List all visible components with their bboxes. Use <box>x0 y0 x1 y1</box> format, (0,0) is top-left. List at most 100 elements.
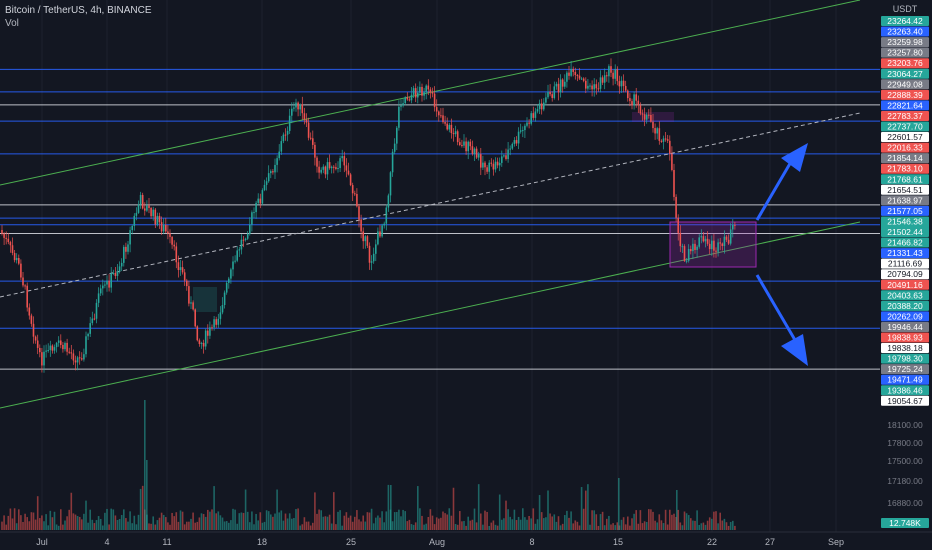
volume-bar <box>725 522 728 530</box>
volume-bar <box>423 524 425 530</box>
volume-bar <box>723 518 726 530</box>
volume-bar <box>498 494 501 530</box>
volume-bar <box>358 519 360 530</box>
candle-body <box>223 292 226 306</box>
candle-body <box>368 245 371 263</box>
volume-bar <box>381 511 383 530</box>
volume-bar <box>272 516 274 530</box>
candle-body <box>635 94 637 101</box>
price-label-text: 21116.69 <box>888 259 922 269</box>
candle-body <box>196 326 199 341</box>
volume-bar <box>557 516 560 530</box>
candle-body <box>723 236 726 247</box>
volume-bar <box>320 510 322 530</box>
price-label-bg <box>881 153 929 164</box>
volume-bar <box>81 519 83 530</box>
candle-body <box>219 312 222 319</box>
candle-body <box>578 75 581 79</box>
candle-body <box>91 318 94 324</box>
candle-body <box>135 212 138 216</box>
candle-body <box>129 230 131 245</box>
candle-body <box>475 148 478 158</box>
volume-bar <box>555 521 558 530</box>
volume-bar <box>335 524 337 530</box>
candle-body <box>429 89 432 92</box>
candle-body <box>471 146 474 154</box>
candle-body <box>335 167 337 169</box>
candle-body <box>339 158 341 169</box>
volume-bar <box>20 515 22 530</box>
volume-bar <box>734 525 736 530</box>
volume-bar <box>1 521 3 530</box>
candle-body <box>725 236 728 240</box>
price-label: 20262.09 <box>881 311 929 322</box>
candle-body <box>574 71 577 76</box>
volume-bar <box>7 515 10 530</box>
volume-axis-tick: 17500.00 <box>887 456 923 466</box>
volume-bar <box>114 515 117 530</box>
price-label-bg <box>881 321 929 332</box>
candle-body <box>692 243 694 252</box>
volume-bar <box>469 520 472 530</box>
candle-body <box>179 267 182 271</box>
price-label: 20794.09 <box>881 269 929 280</box>
volume-bar <box>473 508 476 530</box>
candle-body <box>505 155 507 160</box>
price-label-bg <box>881 142 929 153</box>
volume-bar <box>204 516 207 530</box>
volume-bar <box>349 515 352 530</box>
candle-body <box>690 249 692 252</box>
volume-bar <box>620 519 623 530</box>
candle-body <box>490 162 493 164</box>
candle-body <box>536 109 539 112</box>
volume-bar <box>656 522 658 530</box>
volume-bar <box>480 513 482 530</box>
price-label-bg <box>881 227 929 237</box>
candle-body <box>360 219 362 232</box>
volume-bar <box>190 518 192 530</box>
volume-bar <box>635 510 637 530</box>
candle-body <box>213 319 215 328</box>
candle-body <box>291 108 293 116</box>
price-label-bg <box>881 395 929 406</box>
volume-bar <box>129 511 131 530</box>
candle-body <box>370 261 373 263</box>
volume-bar <box>517 516 520 530</box>
candle-body <box>423 92 425 96</box>
candle-body <box>274 164 276 173</box>
volume-bar <box>702 522 705 530</box>
price-label-text: 21577.05 <box>887 206 923 216</box>
price-label-text: 22783.37 <box>887 111 923 121</box>
candle-body <box>652 121 654 129</box>
candle-body <box>538 103 541 110</box>
x-tick-label: Jul <box>36 537 48 547</box>
candle-body <box>39 347 41 353</box>
volume-bar <box>662 523 665 530</box>
volume-bar <box>610 524 612 530</box>
candle-body <box>711 240 713 250</box>
time-axis[interactable]: Jul 4 11 18 25 Aug 8 15 22 27 Sep <box>0 531 932 550</box>
candle-body <box>5 237 7 239</box>
volume-bar <box>11 518 14 530</box>
volume-bar <box>589 524 591 530</box>
volume-bar <box>456 524 459 530</box>
candle-body <box>169 233 171 237</box>
volume-bar <box>488 525 490 530</box>
candle-body <box>175 246 178 263</box>
volume-bar <box>18 509 20 530</box>
price-label-bg <box>881 16 929 26</box>
price-axis[interactable]: USDT 23264.4223263.4023259.9823257.80232… <box>880 0 932 534</box>
candle-body <box>36 340 39 348</box>
price-label-bg <box>881 205 929 216</box>
volume-bar <box>87 522 89 530</box>
candle-body <box>66 342 68 352</box>
volume-bar <box>591 510 593 530</box>
volume-bar <box>461 521 463 530</box>
price-label: 23263.40 <box>881 26 929 37</box>
price-channel <box>0 0 861 409</box>
volume-bar <box>215 513 217 530</box>
x-tick-label: 27 <box>765 537 775 547</box>
volume-bar <box>133 515 136 530</box>
volume-bar <box>93 523 96 530</box>
